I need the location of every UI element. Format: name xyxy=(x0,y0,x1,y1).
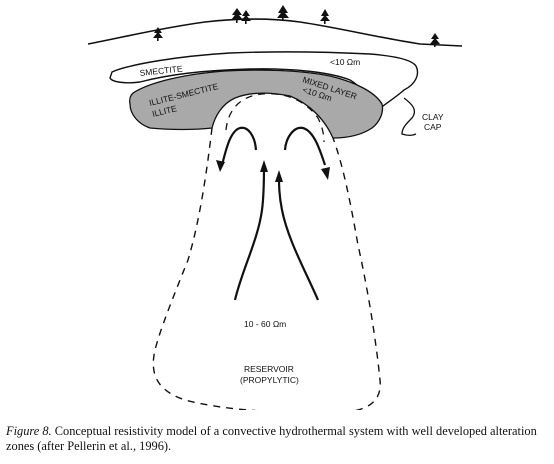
cap-resistivity-label: <10 Ωm xyxy=(330,57,360,67)
figure-caption: Figure 8. Conceptual resistivity model o… xyxy=(6,424,551,454)
reservoir-resistivity-label: 10 - 60 Ωm xyxy=(244,319,286,329)
tree-icon xyxy=(277,5,289,21)
clay-cap-bracket xyxy=(401,97,417,137)
inner-boundary-arc xyxy=(225,93,325,143)
arrow-icon xyxy=(216,126,258,172)
caption-text: Conceptual resistivity model of a convec… xyxy=(6,424,537,453)
tree-icon xyxy=(231,8,243,23)
arrow-icon xyxy=(275,170,320,301)
tree-icon xyxy=(241,10,251,24)
tree-icon xyxy=(153,27,163,41)
smectite-layer xyxy=(109,51,419,111)
arrow-icon xyxy=(283,126,330,180)
smectite-label: SMECTITE xyxy=(139,64,183,78)
propylytic-label: (PROPYLYTIC) xyxy=(240,375,299,385)
arrow-icon xyxy=(233,160,268,301)
clay-cap-label-2: CAP xyxy=(424,122,442,132)
reservoir-label: RESERVOIR xyxy=(244,364,294,374)
conceptual-model-diagram: SMECTITE <10 Ωm MIXED LAYER <10 Ωm ILLIT… xyxy=(87,5,463,410)
reservoir-boundary xyxy=(152,127,381,410)
clay-cap-label: CLAY xyxy=(422,112,444,122)
tree-icon xyxy=(430,33,440,47)
ground-surface xyxy=(87,18,463,47)
tree-icon xyxy=(320,9,330,24)
figure-label: Figure 8. xyxy=(6,424,52,438)
illite-smectite-layer xyxy=(128,69,384,139)
